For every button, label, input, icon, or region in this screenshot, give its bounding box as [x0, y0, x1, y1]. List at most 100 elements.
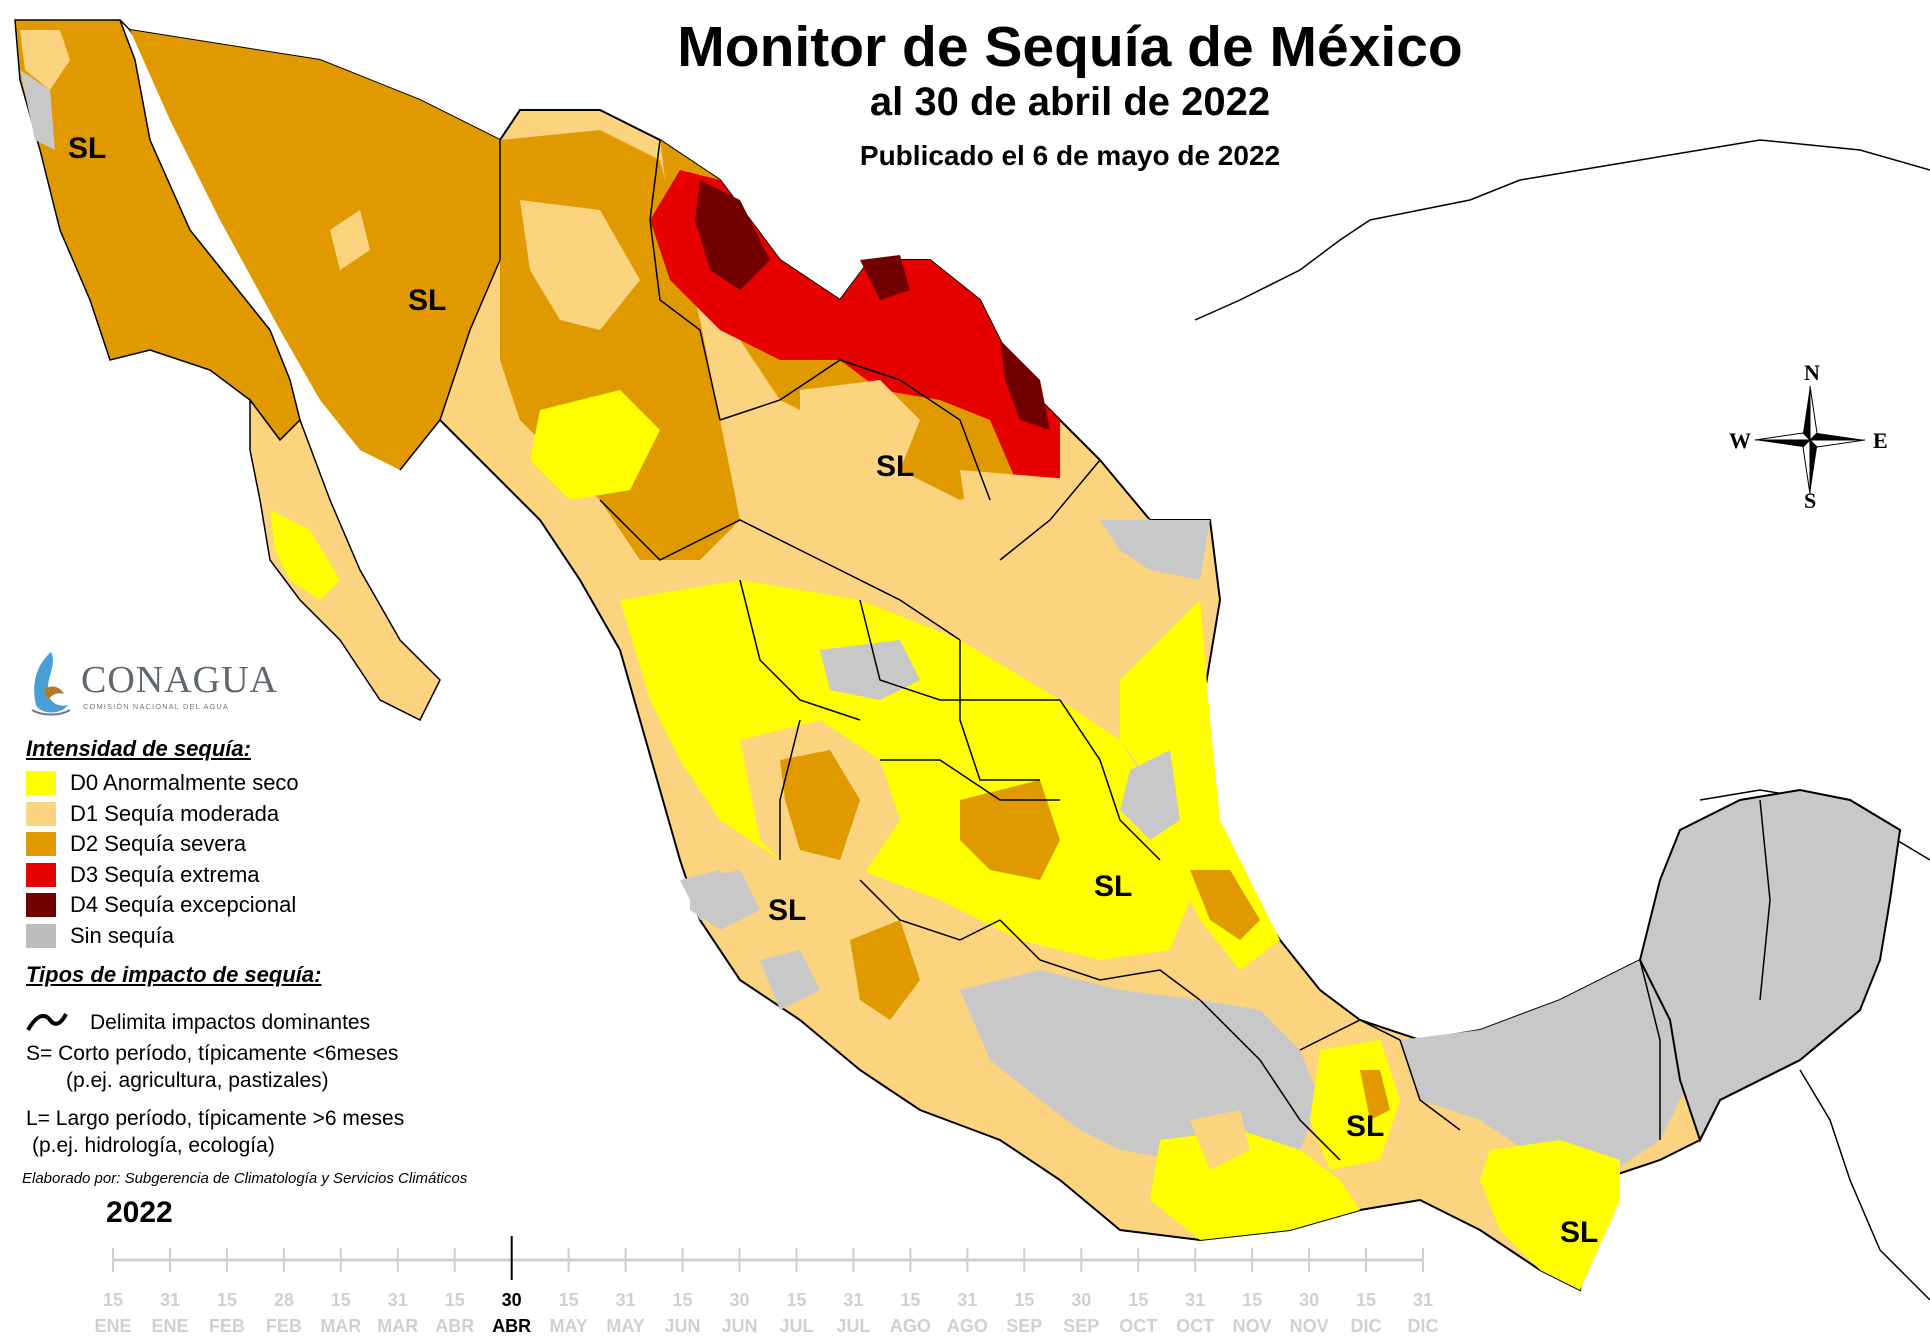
legend-label: D4 Sequía excepcional [70, 892, 297, 917]
timeline-day-label: 31 [1413, 1290, 1433, 1310]
timeline-day-label: 30 [1071, 1290, 1091, 1310]
legend-item: D4 Sequía excepcional [26, 892, 296, 918]
timeline-month-label: OCT [1119, 1316, 1157, 1336]
region-hidalgo-none [1120, 750, 1180, 840]
timeline: 15 ENE 31 ENE 15 FEB 28 FEB 15 MAR 31 MAR 15 ABR 30 ABR… [94, 1236, 1439, 1336]
timeline-month-label: DIC [1408, 1316, 1439, 1336]
timeline-day-label: 28 [274, 1290, 294, 1310]
legend-item: D3 Sequía extrema [26, 862, 260, 888]
map-subtitle: al 30 de abril de 2022 [869, 80, 1271, 124]
legend-label: Sin sequía [70, 922, 174, 948]
region-michoacan-d2 [850, 920, 920, 1020]
timeline-day-label: 15 [445, 1290, 465, 1310]
timeline-month-label: JUN [722, 1316, 758, 1336]
legend-swatch [26, 771, 56, 795]
timeline-month-label: MAR [320, 1316, 361, 1336]
sl-label-chiapas: SL [1560, 1216, 1599, 1249]
region-veracruz-d0 [1120, 600, 1280, 970]
map-title: Monitor de Sequía de México [677, 15, 1463, 79]
impact-short-text: S= Corto período, típicamente <6meses [26, 1042, 399, 1065]
legend-label: D1 Sequía moderada [70, 800, 280, 826]
region-yucatan-none [1638, 788, 1902, 1143]
timeline-month-label: DIC [1351, 1316, 1382, 1336]
impact-line-text: Delimita impactos dominantes [90, 1011, 371, 1034]
region-tamaulipas-d4 [1000, 340, 1050, 430]
impact-short-example: (p.ej. agricultura, pastizales) [66, 1069, 329, 1092]
legend-swatch [26, 832, 56, 856]
legend-swatch [26, 862, 56, 887]
conagua-wave-icon [31, 652, 71, 716]
timeline-month-label: OCT [1176, 1316, 1214, 1336]
legend-item: D0 Anormalmente seco [26, 770, 299, 796]
timeline-month-label: FEB [266, 1316, 302, 1336]
timeline-month-label: AGO [890, 1316, 931, 1336]
timeline-day-label: 31 [388, 1290, 408, 1310]
region-chihuahua-d0 [530, 390, 660, 500]
timeline-day-label: 15 [1242, 1290, 1262, 1310]
timeline-day-label: 15 [217, 1290, 237, 1310]
timeline-day-label: 15 [900, 1290, 920, 1310]
region-chihuahua-d1 [520, 200, 640, 330]
region-guanajuato-d2 [960, 780, 1060, 880]
impact-long-text: L= Largo período, típicamente >6 meses [26, 1107, 405, 1130]
sl-label-sonora: SL [408, 284, 447, 317]
legend-item: Sin sequía [26, 923, 174, 949]
timeline-day-label: 15 [103, 1290, 123, 1310]
timeline-month-label: MAR [377, 1316, 418, 1336]
logo-tagline: COMISIÓN NACIONAL DEL AGUA [83, 702, 229, 711]
region-baja-none [20, 70, 55, 150]
region-oaxaca-d0 [1150, 1130, 1360, 1240]
timeline-day-label: 30 [1299, 1290, 1319, 1310]
timeline-month-label: NOV [1290, 1316, 1329, 1336]
timeline-month-label: JUL [836, 1316, 870, 1336]
region-baja-d1-nw [20, 30, 70, 90]
timeline-day-label: 31 [1185, 1290, 1205, 1310]
region-baja-d0 [270, 510, 340, 600]
timeline-month-label: SEP [1006, 1316, 1042, 1336]
us-gulf-coastline [1194, 139, 1930, 321]
credit-line: Elaborado por: Subgerencia de Climatolog… [22, 1170, 468, 1187]
region-tamaulipas-none [1100, 520, 1210, 580]
timeline-day-label: 15 [559, 1290, 579, 1310]
timeline-month-label: AGO [947, 1316, 988, 1336]
region-chiapas-d0 [1480, 1140, 1620, 1290]
timeline-month-label: JUL [779, 1316, 813, 1336]
impact-legend-title: Tipos de impacto de sequía: [26, 962, 322, 987]
region-nuevoleon-d4-top [860, 255, 910, 300]
compass-s: S [1804, 488, 1817, 513]
legend-swatch [26, 923, 56, 948]
timeline-month-label: FEB [209, 1316, 245, 1336]
region-sonora-d1-spot [330, 210, 370, 270]
sl-label-coahuila: SL [876, 450, 915, 483]
region-puebla-d2 [1190, 870, 1260, 940]
legend-label: D2 Sequía severa [70, 831, 247, 856]
legend-item: D1 Sequía moderada [26, 801, 279, 827]
timeline-day-label: 30 [502, 1290, 522, 1310]
timeline-month-label: ABR [435, 1316, 474, 1336]
sl-label-sinaloa: SL [768, 894, 807, 927]
timeline-month-label: SEP [1063, 1316, 1099, 1336]
region-colima-none [760, 950, 820, 1010]
legend-item: D2 Sequía severa [26, 831, 246, 857]
region-jalisco-d2 [780, 750, 860, 860]
legend-label: D0 Anormalmente seco [70, 770, 299, 795]
timeline-day-label: 15 [1128, 1290, 1148, 1310]
timeline-day-label: 31 [957, 1290, 977, 1310]
sl-label-tabasco: SL [1346, 1110, 1385, 1143]
compass-star-icon [1754, 385, 1866, 495]
impact-line-icon [26, 1013, 68, 1032]
timeline-month-label: ABR [492, 1316, 531, 1336]
timeline-day-label: 15 [331, 1290, 351, 1310]
compass-rose: N S W E [1729, 360, 1888, 513]
region-sinaloa-none [680, 870, 740, 920]
timeline-day-label: 15 [786, 1290, 806, 1310]
conagua-logo: CONAGUA COMISIÓN NACIONAL DEL AGUA [26, 650, 286, 720]
state-borders [119, 19, 1771, 1161]
region-oaxaca-d1 [1190, 1110, 1250, 1170]
timeline-month-label: ENE [94, 1316, 131, 1336]
legend-label: D3 Sequía extrema [70, 861, 260, 887]
timeline-day-label: 15 [1356, 1290, 1376, 1310]
logo-wordmark: CONAGUA [81, 659, 278, 701]
legend-swatch [26, 801, 56, 826]
timeline-month-label: JUN [665, 1316, 701, 1336]
